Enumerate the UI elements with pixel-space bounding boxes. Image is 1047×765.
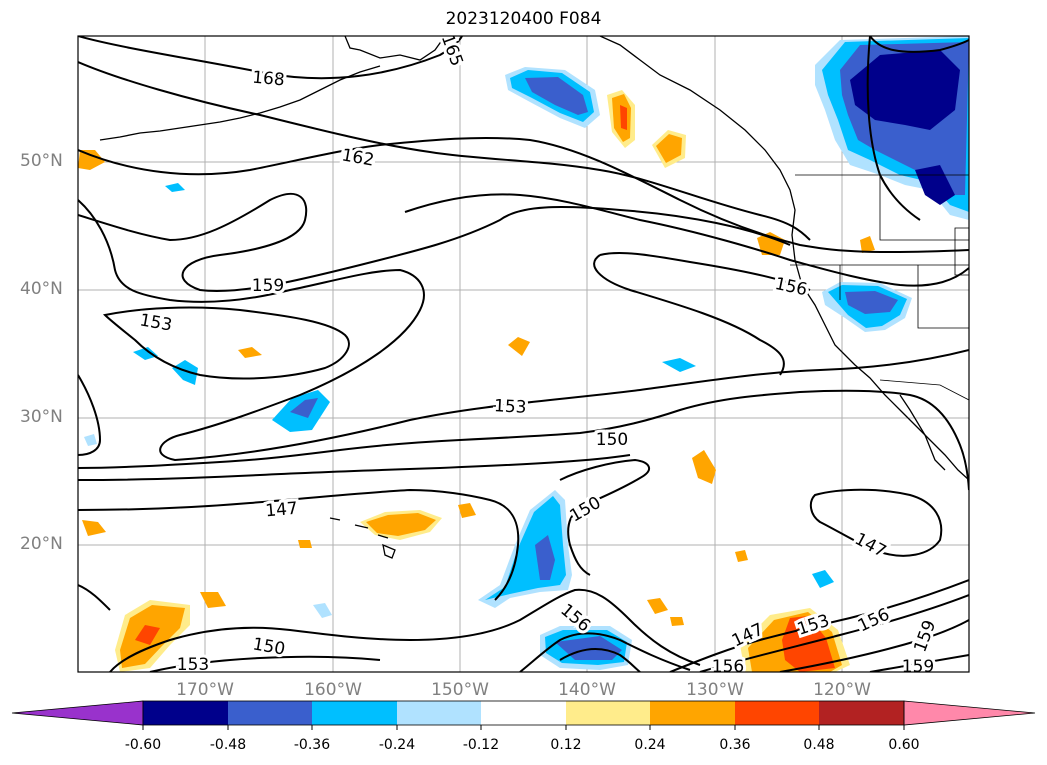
- contour-label: 153: [177, 655, 209, 675]
- contour-label: 147: [265, 499, 299, 522]
- shade-orange: [647, 598, 668, 614]
- shade-orange: [298, 540, 312, 548]
- shade-orange: [860, 236, 875, 253]
- shade-blue-bright: [812, 570, 834, 588]
- lat-label: 30°N: [20, 407, 63, 427]
- lat-label: 40°N: [20, 279, 63, 299]
- shade-orange: [735, 550, 748, 562]
- colorbar-segment: [312, 701, 397, 725]
- lon-label: 170°W: [176, 680, 234, 700]
- contour-label: 159: [252, 276, 284, 296]
- shade-orange: [458, 503, 476, 518]
- colorbar-tick-label: 0.48: [803, 737, 835, 753]
- shade-blue-bright: [165, 183, 185, 192]
- contour-label: 153: [494, 396, 527, 418]
- shade-blue-bright: [172, 360, 198, 385]
- contour-label: 159: [902, 657, 934, 677]
- map-title: 2023120400 F084: [445, 9, 602, 29]
- colorbar-tick-label: -0.36: [293, 737, 331, 753]
- contour-label: 156: [855, 605, 893, 637]
- shade-orange: [670, 617, 684, 626]
- lon-label: 160°W: [304, 680, 362, 700]
- contour-label: 162: [340, 145, 375, 170]
- contour-label: 147: [851, 529, 889, 562]
- colorbar-tick-label: 0.60: [888, 737, 920, 753]
- colorbar-extend-high: [903, 700, 1036, 726]
- colorbar-segment: [143, 701, 228, 725]
- colorbar-tick-label: 0.36: [719, 737, 751, 753]
- shade-blue-mid: [290, 398, 318, 418]
- lon-label: 140°W: [558, 680, 616, 700]
- colorbar-segment: [650, 701, 735, 725]
- colorbar-tick-label: -0.60: [124, 737, 162, 753]
- shaded-regions: [78, 36, 969, 672]
- contour-label: 168: [251, 68, 285, 91]
- shade-blue-mid: [535, 535, 555, 580]
- contour-label: 150: [596, 430, 628, 450]
- plot-frame: [77, 35, 970, 673]
- contour-label: 159: [910, 618, 940, 655]
- shade-blue-light: [313, 603, 332, 618]
- colorbar-segment: [397, 701, 481, 725]
- colorbar-tick-label: 0.24: [634, 737, 666, 753]
- shade-orange: [78, 150, 105, 170]
- shade-orange: [82, 520, 106, 536]
- colorbar-tick-label: -0.12: [462, 737, 500, 753]
- shade-blue-bright: [133, 347, 158, 360]
- shade-orange: [757, 232, 785, 255]
- shade-blue-bright: [485, 496, 566, 600]
- contour-label: 153: [138, 310, 173, 335]
- colorbar-tick-label: 0.12: [550, 737, 582, 753]
- shade-orange: [366, 513, 436, 536]
- shade-orange: [656, 134, 682, 163]
- colorbar-extend-low: [11, 700, 144, 726]
- shade-orange: [508, 337, 530, 356]
- colorbar-segment: [819, 701, 904, 725]
- colorbar-segment: [481, 701, 566, 725]
- colorbar-segment: [735, 701, 819, 725]
- colorbar-tick-label: -0.24: [378, 737, 416, 753]
- shade-blue-bright: [662, 358, 696, 372]
- shade-orange: [238, 347, 262, 358]
- colorbar-tick-label: -0.48: [209, 737, 247, 753]
- shade-blue-dark: [850, 50, 960, 205]
- contour-label: 156: [712, 657, 744, 677]
- colorbar: [11, 700, 1036, 730]
- lon-label: 120°W: [813, 680, 871, 700]
- shade-red: [135, 625, 160, 645]
- colorbar-segment: [566, 701, 650, 725]
- contour-lines: [78, 36, 969, 672]
- contour-label: 156: [773, 274, 809, 300]
- shade-orange: [200, 592, 226, 608]
- lat-label: 20°N: [20, 534, 63, 554]
- lon-label: 130°W: [686, 680, 744, 700]
- lon-label: 150°W: [431, 680, 489, 700]
- coastlines: [99, 36, 969, 559]
- shade-blue-mid: [525, 77, 588, 115]
- shade-blue-light: [84, 434, 97, 446]
- shade-red: [620, 105, 627, 130]
- lat-label: 50°N: [20, 151, 63, 171]
- contour-label: 150: [251, 634, 286, 659]
- colorbar-segment: [228, 701, 312, 725]
- shade-blue-mid: [845, 291, 898, 314]
- shade-orange: [692, 450, 716, 484]
